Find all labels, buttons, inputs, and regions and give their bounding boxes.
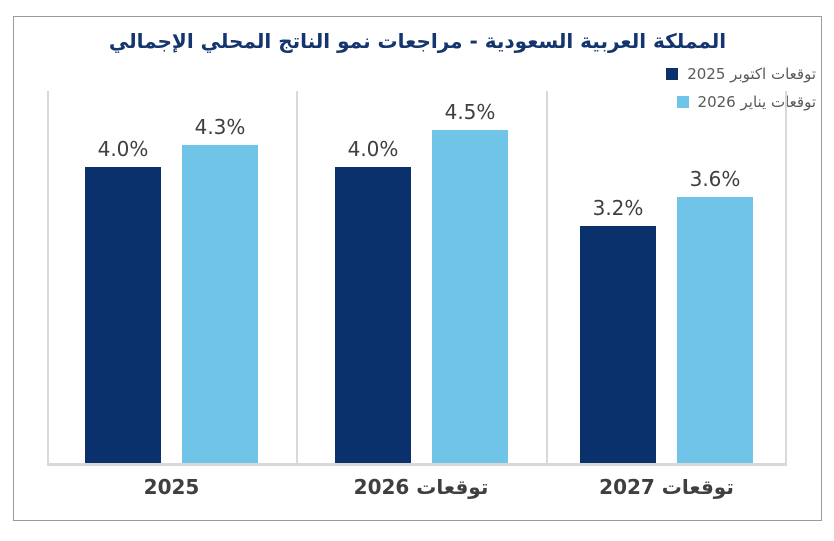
legend-item: توقعات يناير 2026 (676, 93, 816, 111)
legend-label: توقعات اكتوبر 2025 (687, 65, 816, 83)
bar-value-label: 4.3% (194, 115, 246, 139)
bar-value-label: 3.2% (592, 196, 644, 220)
x-axis-label: توقعات 2027 (599, 475, 734, 499)
legend-swatch (666, 68, 679, 80)
x-axis-label: توقعات 2026 (353, 475, 489, 499)
bar-series1-group3 (580, 226, 656, 463)
bar-series2-group2 (432, 130, 508, 463)
legend-swatch (676, 96, 689, 108)
bar-value-label: 3.6% (689, 167, 741, 191)
legend-label: توقعات يناير 2026 (697, 93, 816, 111)
bar-series2-group1 (182, 145, 258, 463)
bar-value-label: 4.0% (347, 137, 399, 161)
plot-edge-line (785, 91, 787, 466)
chart-legend: توقعات اكتوبر 2025 توقعات يناير 2026 (666, 65, 816, 111)
plot-edge-line (47, 91, 49, 466)
chart-figure: المملكة العربية السعودية - مراجعات نمو ا… (13, 16, 822, 521)
chart-title: المملكة العربية السعودية - مراجعات نمو ا… (108, 29, 727, 53)
bar-value-label: 4.5% (444, 100, 496, 124)
plot-area: 4.0% 4.3% 4.0% 4.5% 3.2% 3.6% (47, 91, 787, 466)
group-separator-line (546, 91, 548, 466)
bar-value-label: 4.0% (97, 137, 149, 161)
bar-series2-group3 (677, 197, 753, 463)
x-axis-label: 2025 (143, 475, 200, 499)
bar-series1-group2 (335, 167, 411, 463)
x-axis-baseline (47, 463, 787, 466)
bar-series1-group1 (85, 167, 161, 463)
legend-item: توقعات اكتوبر 2025 (666, 65, 816, 83)
group-separator-line (296, 91, 298, 466)
